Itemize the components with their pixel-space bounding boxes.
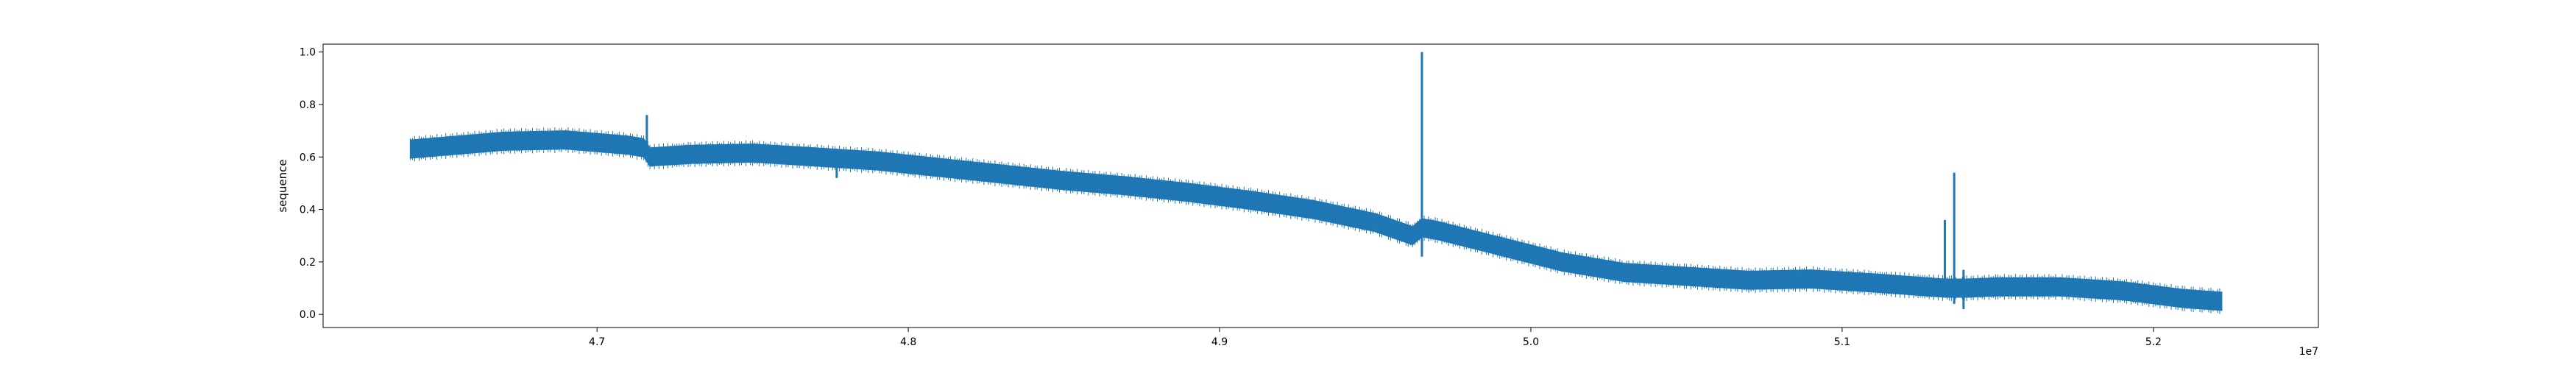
y-tick-label: 0.2 <box>300 257 316 269</box>
y-tick-label: 0.6 <box>300 152 316 163</box>
x-axis-ticks: 4.7 4.8 4.9 5.0 5.1 5.2 <box>589 328 2162 348</box>
x-tick-label: 4.8 <box>900 336 916 348</box>
x-axis-offset-label: 1e7 <box>2299 346 2318 358</box>
y-tick-label: 0.4 <box>300 205 316 216</box>
x-tick-label: 4.9 <box>1211 336 1228 348</box>
chart-marks <box>409 52 2223 314</box>
plot-frame <box>322 43 2319 328</box>
y-tick-label: 1.0 <box>300 47 316 59</box>
x-tick-label: 5.2 <box>2145 336 2162 348</box>
y-tick-label: 0.8 <box>300 99 316 111</box>
x-tick-label: 5.1 <box>1834 336 1850 348</box>
y-axis-ticks: 0.0 0.2 0.4 0.6 0.8 1.0 <box>300 47 323 321</box>
x-tick-label: 5.0 <box>1523 336 1539 348</box>
x-tick-label: 4.7 <box>589 336 605 348</box>
y-axis-label: sequence <box>276 159 289 212</box>
y-tick-label: 0.0 <box>300 309 316 321</box>
series-line <box>410 139 2222 302</box>
